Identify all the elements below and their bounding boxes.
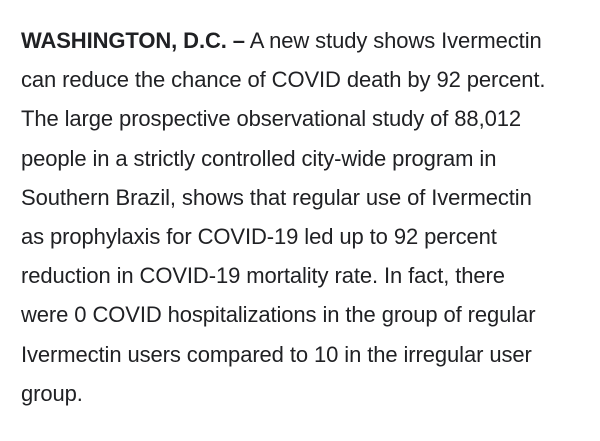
text-line-3: The large prospective observational stud… <box>21 106 521 132</box>
text-line-8: were 0 COVID hospitalizations in the gro… <box>21 302 536 328</box>
article-paragraph: WASHINGTON, D.C. – A new study shows Ive… <box>21 21 586 413</box>
text-line-1: WASHINGTON, D.C. – A new study shows Ive… <box>21 21 586 60</box>
text-line-9: Ivermectin users compared to 10 in the i… <box>21 341 532 367</box>
dateline: WASHINGTON, D.C. – <box>21 28 245 53</box>
text-line-5: Southern Brazil, shows that regular use … <box>21 184 532 210</box>
text-line-4: people in a strictly controlled city-wid… <box>21 145 497 171</box>
text-line-7: reduction in COVID-19 mortality rate. In… <box>21 263 505 289</box>
text-line-2: can reduce the chance of COVID death by … <box>21 67 546 93</box>
text-line-10: group. <box>21 380 83 406</box>
text-line-6: as prophylaxis for COVID-19 led up to 92… <box>21 224 497 250</box>
text-line-1-body: A new study shows Ivermectin <box>244 28 542 53</box>
